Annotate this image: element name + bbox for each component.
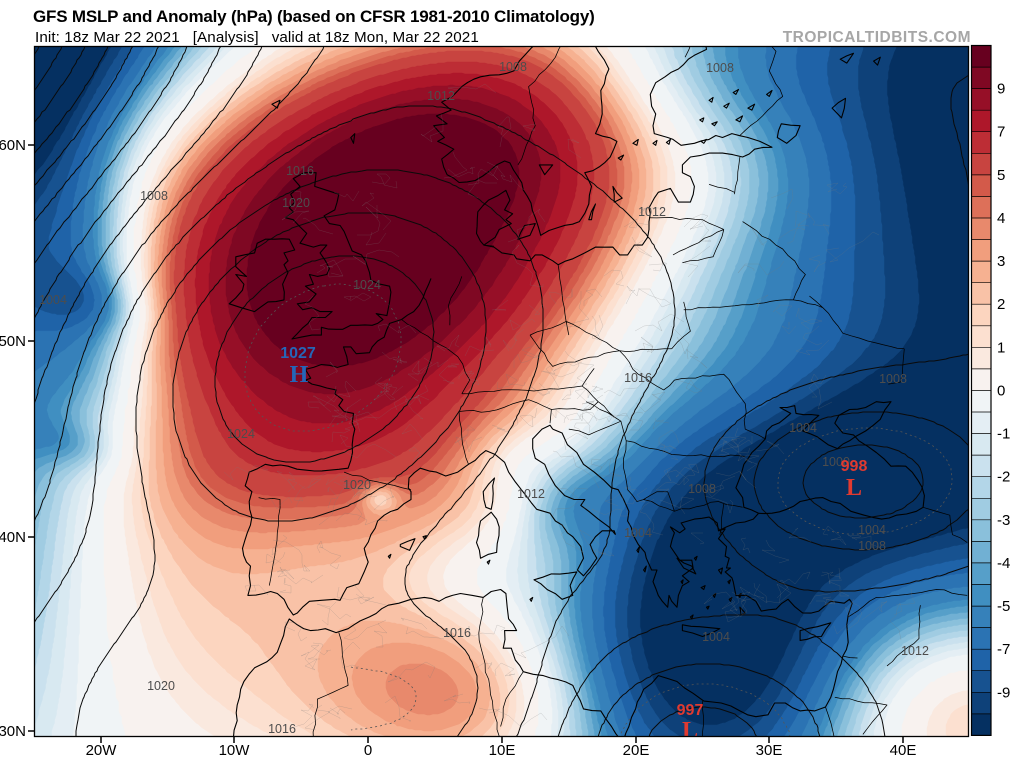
svg-text:-1: -1 [997, 426, 1010, 443]
svg-text:1008: 1008 [140, 189, 168, 203]
svg-text:10W: 10W [219, 742, 251, 757]
svg-text:1024: 1024 [353, 278, 381, 292]
svg-text:1008: 1008 [879, 372, 907, 386]
svg-text:-9: -9 [997, 684, 1010, 701]
svg-text:1008: 1008 [688, 482, 716, 496]
svg-text:0: 0 [364, 742, 372, 757]
svg-text:1024: 1024 [227, 427, 255, 441]
svg-text:-4: -4 [997, 555, 1010, 572]
svg-text:998: 998 [841, 458, 868, 475]
svg-text:2: 2 [997, 296, 1005, 313]
svg-text:30E: 30E [756, 742, 783, 757]
svg-text:L: L [682, 718, 698, 744]
svg-text:-2: -2 [997, 469, 1010, 486]
svg-text:Init: 18z Mar 22 2021 [Analy: Init: 18z Mar 22 2021 [Analysis] valid a… [35, 29, 479, 46]
svg-text:1004: 1004 [39, 293, 67, 307]
svg-text:1012: 1012 [638, 205, 666, 219]
svg-text:20W: 20W [86, 742, 118, 757]
svg-text:10E: 10E [489, 742, 516, 757]
svg-text:1000: 1000 [822, 455, 850, 469]
svg-text:50N: 50N [0, 333, 26, 350]
svg-text:1012: 1012 [427, 89, 455, 103]
svg-text:1004: 1004 [624, 526, 652, 540]
svg-text:1008: 1008 [858, 539, 886, 553]
svg-text:GFS MSLP and Anomaly (hPa) (ba: GFS MSLP and Anomaly (hPa) (based on CFS… [33, 7, 595, 26]
svg-text:40N: 40N [0, 529, 26, 546]
svg-text:1020: 1020 [147, 679, 175, 693]
svg-text:H: H [290, 362, 309, 388]
svg-text:3: 3 [997, 253, 1005, 270]
svg-text:4: 4 [997, 210, 1005, 227]
svg-text:1008: 1008 [706, 61, 734, 75]
svg-text:1016: 1016 [624, 371, 652, 385]
svg-text:997: 997 [677, 702, 704, 719]
svg-text:L: L [846, 475, 862, 501]
svg-text:1016: 1016 [286, 164, 314, 178]
svg-text:1004: 1004 [702, 630, 730, 644]
svg-text:1012: 1012 [901, 644, 929, 658]
svg-text:1004: 1004 [858, 523, 886, 537]
svg-text:1016: 1016 [443, 626, 471, 640]
svg-text:1020: 1020 [343, 478, 371, 492]
svg-text:20E: 20E [623, 742, 650, 757]
svg-text:5: 5 [997, 167, 1005, 184]
svg-text:1016: 1016 [268, 722, 296, 736]
svg-text:-5: -5 [997, 598, 1010, 615]
svg-text:9: 9 [997, 81, 1005, 98]
svg-text:TROPICALTIDBITS.COM: TROPICALTIDBITS.COM [783, 29, 971, 46]
svg-text:1: 1 [997, 339, 1005, 356]
svg-text:1012: 1012 [517, 487, 545, 501]
svg-text:1027: 1027 [280, 345, 316, 362]
svg-text:1020: 1020 [282, 196, 310, 210]
svg-text:1008: 1008 [499, 60, 527, 74]
svg-text:7: 7 [997, 124, 1005, 141]
svg-text:30N: 30N [0, 723, 26, 740]
svg-text:-7: -7 [997, 641, 1010, 658]
svg-text:40E: 40E [890, 742, 917, 757]
svg-text:0: 0 [997, 383, 1005, 400]
svg-text:-3: -3 [997, 512, 1010, 529]
svg-text:60N: 60N [0, 137, 26, 154]
svg-text:1004: 1004 [789, 421, 817, 435]
